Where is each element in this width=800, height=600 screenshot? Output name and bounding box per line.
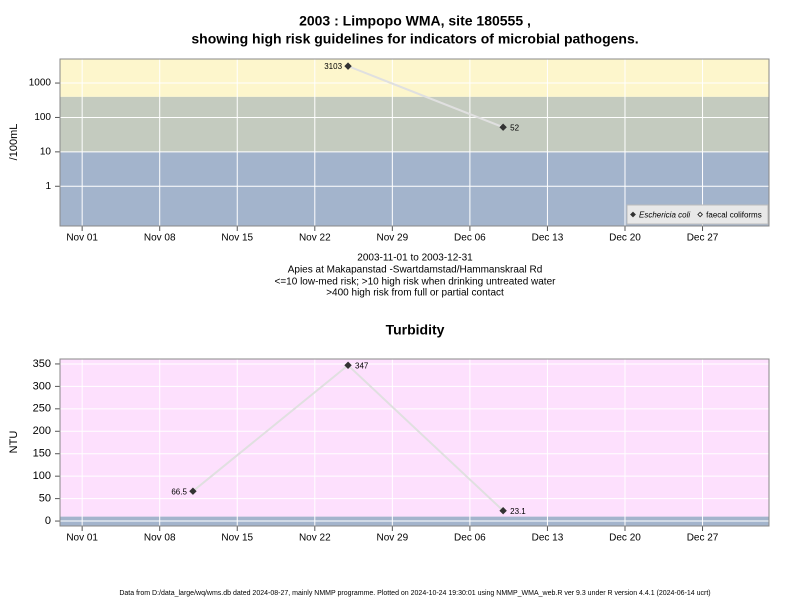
chart-title: 2003 : Limpopo WMA, site 180555 , [299,13,531,29]
chart-title: Turbidity [386,322,445,338]
y-tick-label: 10 [40,147,52,158]
data-point [344,62,352,70]
x-tick-label: Nov 01 [66,533,98,544]
y-tick-label: 150 [33,448,51,460]
y-tick-label: 1 [45,181,51,192]
risk-band [60,59,769,97]
y-tick-label: 200 [33,425,51,437]
y-tick-label: 250 [33,403,51,415]
footer: Data from D:/data_large/wq/wms.db dated … [119,590,710,597]
x-tick-label: Nov 08 [144,233,176,244]
x-tick-label: Nov 22 [299,533,331,544]
data-label: 3103 [324,62,342,71]
y-axis-label: /100mL [8,124,20,161]
x-axis-label: >400 high risk from full or partial cont… [326,288,504,299]
risk-band [60,359,769,517]
x-axis-label: Apies at Makapanstad -Swartdamstad/Hamma… [288,265,543,276]
data-label: 52 [510,123,519,132]
x-tick-label: Nov 01 [66,233,98,244]
y-tick-label: 1000 [29,78,52,89]
x-tick-label: Dec 20 [609,233,641,244]
y-tick-label: 100 [34,112,51,123]
x-tick-label: Dec 06 [454,533,486,544]
legend-marker [630,211,636,218]
data-point [344,361,352,369]
y-axis-label: NTU [8,431,20,454]
data-label: 347 [355,361,369,370]
y-tick-label: 300 [33,380,51,392]
x-tick-label: Nov 22 [299,233,331,244]
plot-border [59,358,770,527]
data-point [499,123,507,131]
x-tick-label: Nov 29 [377,233,409,244]
data-point [499,506,507,515]
x-axis-label: 2003-11-01 to 2003-12-31 [357,253,473,264]
y-tick-label: 100 [33,470,51,482]
data-label: 23.1 [510,507,526,516]
x-axis-label: <=10 low-med risk; >10 high risk when dr… [275,277,557,288]
x-tick-label: Dec 13 [532,233,564,244]
legend-label: Eschericia coli [639,211,690,220]
y-tick-label: 350 [33,358,51,370]
legend-label: faecal coliforms [706,211,762,220]
x-tick-label: Dec 20 [609,533,641,544]
x-tick-label: Dec 06 [454,233,486,244]
y-tick-label: 0 [45,515,51,527]
x-tick-label: Nov 08 [144,533,176,544]
chart-title: showing high risk guidelines for indicat… [191,31,638,47]
series-line [347,65,504,129]
data-label: 66.5 [171,487,187,496]
x-tick-label: Dec 27 [687,533,719,544]
x-tick-label: Nov 15 [221,233,253,244]
y-tick-label: 50 [39,493,51,505]
x-tick-label: Dec 27 [687,233,719,244]
legend-marker [697,211,704,218]
x-tick-label: Nov 15 [221,533,253,544]
data-point [189,487,197,495]
x-tick-label: Nov 29 [377,533,409,544]
x-tick-label: Dec 13 [532,533,564,544]
risk-band [60,96,769,152]
plot-border [59,58,770,227]
